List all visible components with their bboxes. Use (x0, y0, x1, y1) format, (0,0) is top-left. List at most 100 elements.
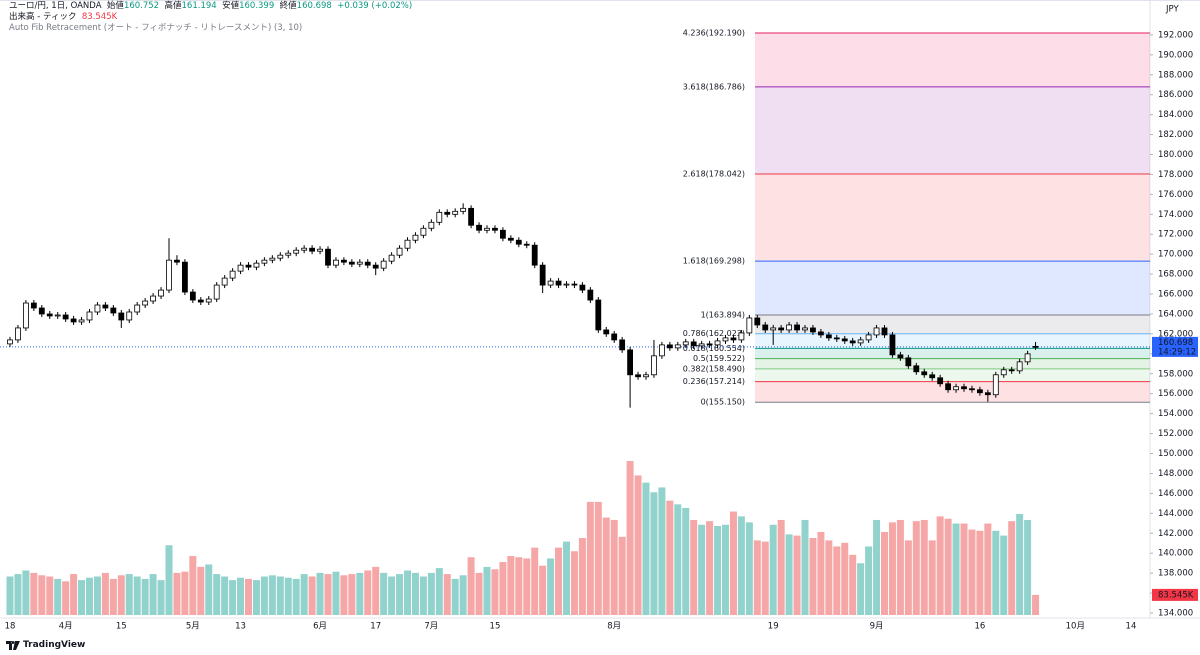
candle-body (881, 327, 888, 336)
candle-body (166, 259, 172, 291)
volume-bar (912, 521, 920, 615)
volume-bar (467, 557, 475, 615)
volume-bar (62, 581, 70, 615)
fib-band (755, 174, 1150, 262)
volume-bar (70, 574, 78, 615)
fib-label: 0.5(159.522) (693, 354, 745, 363)
fib-band (755, 33, 1150, 87)
volume-bar (531, 547, 539, 615)
volume-bar (896, 519, 904, 615)
volume-bar (833, 546, 841, 615)
volume-bar (181, 571, 189, 615)
candle-body (269, 257, 276, 261)
candle-body (70, 318, 77, 323)
volume-bar (93, 576, 101, 615)
candle-body (897, 354, 904, 359)
volume-bar (149, 574, 157, 615)
volume-bar (570, 551, 578, 615)
volume-bar (380, 572, 388, 615)
x-tick-label: 7月 (424, 622, 438, 632)
candle-body (325, 248, 331, 266)
fib-band (755, 315, 1150, 334)
label: 安値 (222, 1, 240, 11)
volume-bar (229, 580, 237, 615)
candle-body (126, 311, 133, 321)
candle-body (118, 312, 125, 321)
candle-body (945, 383, 951, 391)
volume-bar (483, 566, 491, 615)
candle-body (738, 332, 745, 341)
volume-bar (1024, 519, 1032, 615)
y-tick-label: 188.000 (1158, 70, 1193, 80)
x-tick-label: 5月 (186, 622, 200, 632)
label: 高値 (164, 1, 182, 11)
candle-body (603, 329, 610, 335)
volume-bar (173, 572, 181, 615)
candle-body (921, 371, 928, 376)
candle-body (857, 339, 864, 344)
volume-bar (117, 575, 125, 615)
volume-bar (1000, 535, 1008, 615)
candle-body (786, 324, 792, 331)
fib-band (755, 358, 1150, 369)
candle-body (15, 327, 21, 341)
candle-body (356, 261, 363, 265)
candle-body (174, 259, 180, 263)
fib-label: 0.236(157.214) (683, 377, 745, 386)
volume-bar (928, 540, 936, 615)
volume-bar (427, 572, 435, 615)
volume-bar (459, 575, 467, 615)
candle-body (977, 389, 983, 394)
candle-body (348, 261, 355, 265)
volume-bar (729, 511, 737, 615)
volume-bar (245, 578, 252, 615)
x-tick-label: 13 (235, 622, 246, 632)
volume-line: 出来高 - ティック 83.545K (9, 12, 412, 23)
watermark-text: TradingView (23, 640, 86, 650)
watermark: TradingView (6, 640, 85, 650)
candle-body (619, 339, 626, 351)
candle-body (237, 264, 244, 272)
logo-icon (6, 640, 20, 650)
candle-body (754, 317, 761, 326)
candle-body (412, 234, 419, 241)
volume-bar (292, 578, 300, 615)
volume-bar (491, 569, 499, 615)
candle-body (579, 284, 586, 291)
volume-bar (308, 576, 316, 615)
volume-bar (873, 519, 881, 615)
fib-label: 2.618(178.042) (683, 170, 745, 179)
candle-body (873, 327, 880, 336)
fib-label: 4.236(192.190) (683, 29, 745, 38)
volume-bar (419, 576, 427, 615)
y-tick-label: 192.000 (1158, 30, 1193, 40)
volume-bar (300, 574, 308, 615)
volume-bar (133, 576, 141, 615)
volume-bar (109, 578, 117, 615)
y-tick-label: 178.000 (1158, 170, 1193, 180)
volume-bar (785, 534, 793, 615)
candle-body (460, 207, 467, 212)
volume-bar (388, 576, 396, 615)
volume-bar (276, 576, 284, 615)
volume-bar (38, 575, 46, 615)
candle-body (54, 314, 61, 317)
candle-body (547, 280, 554, 286)
candle-body (984, 392, 991, 396)
volume-bar (563, 541, 570, 615)
candle-body (953, 386, 959, 391)
countdown: 14:29:12 (1158, 347, 1196, 357)
close-value: 160.698 (296, 1, 332, 11)
volume-bar (1008, 521, 1016, 615)
candle-body (213, 284, 220, 300)
volume-bar (944, 518, 952, 615)
volume-value: 83.545K (81, 12, 118, 22)
volume-bar (78, 580, 86, 615)
x-tick-label: 15 (116, 622, 127, 632)
volume-box (1152, 588, 1198, 601)
volume-bar (722, 524, 729, 615)
volume-bar (252, 580, 260, 615)
candle-body (293, 249, 300, 254)
candle-body (1016, 361, 1023, 372)
fib-label: 3.618(186.786) (683, 82, 745, 91)
